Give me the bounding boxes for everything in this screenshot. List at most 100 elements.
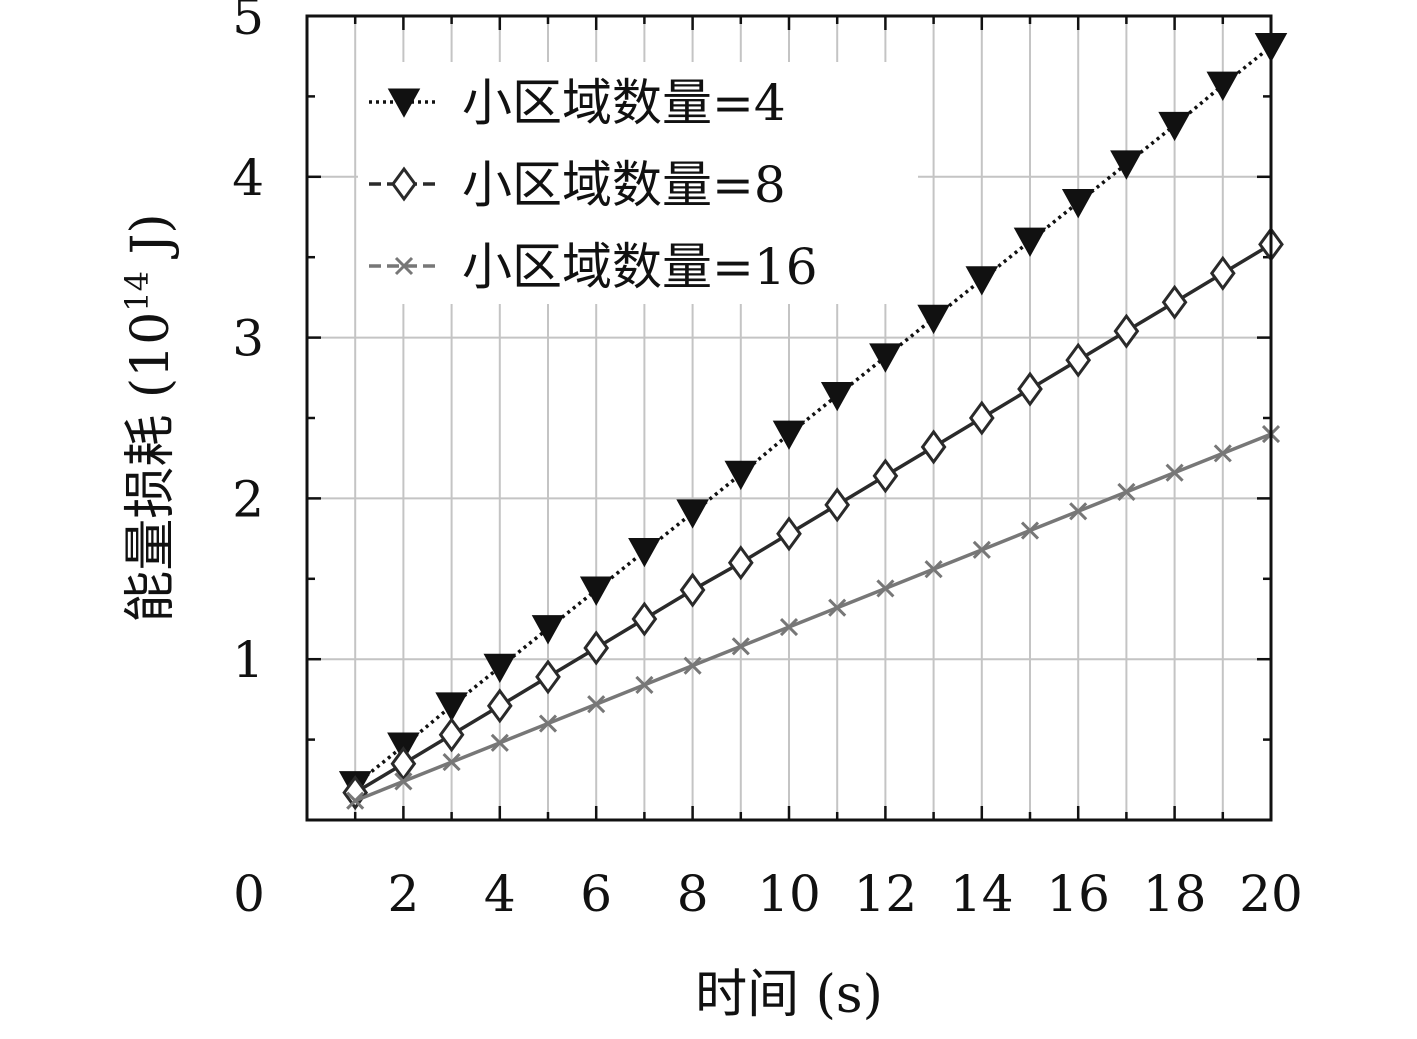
legend-label: 小区域数量=8	[462, 156, 786, 214]
data-point-stroke	[924, 560, 943, 579]
y-tick-label: 3	[232, 310, 264, 368]
data-point	[1065, 342, 1092, 378]
y-axis-title-exponent: 14	[118, 271, 156, 312]
y-axis-title: 能量损耗 (1014 J)	[118, 213, 181, 622]
data-point	[438, 717, 465, 753]
series-line	[354, 432, 1272, 803]
data-point-stroke	[1117, 482, 1136, 502]
series	[346, 425, 1281, 810]
x-tick-label: 2	[387, 865, 419, 923]
data-point	[538, 714, 558, 733]
data-point	[635, 675, 654, 694]
data-point	[920, 429, 947, 465]
data-point-stroke	[1213, 444, 1232, 463]
data-point	[1017, 371, 1043, 407]
x-axis-title: 时间 (s)	[695, 965, 883, 1025]
x-tick-label: 12	[854, 865, 918, 923]
data-point	[779, 617, 799, 637]
y-tick-label: 4	[232, 149, 264, 207]
x-tick-label: 14	[950, 865, 1014, 923]
data-point	[924, 560, 943, 579]
data-point	[820, 381, 854, 412]
data-point	[631, 601, 658, 637]
legend-item: 小区域数量=16	[369, 238, 818, 296]
data-point-stroke	[779, 617, 799, 637]
plot-frame	[305, 14, 1273, 822]
data-point-stroke	[731, 637, 750, 656]
data-point-stroke	[635, 675, 654, 694]
data-point	[776, 516, 802, 552]
data-point	[394, 256, 414, 276]
y-axis-title-unit: J)	[121, 213, 181, 271]
data-point	[435, 692, 468, 722]
data-point-stroke	[538, 714, 558, 733]
legend-item: 小区域数量=4	[369, 74, 786, 132]
data-point	[1020, 521, 1040, 540]
data-point	[1206, 71, 1240, 101]
legend-background	[358, 62, 918, 304]
x-tick-labels: 0 2 4 6 8 10 12 14 16 18 20	[233, 865, 1303, 923]
y-axis-title-main: 能量损耗 (10	[121, 312, 181, 623]
data-point	[972, 540, 991, 559]
data-point-stroke	[346, 791, 365, 810]
data-point	[391, 166, 417, 202]
data-point	[442, 753, 461, 772]
data-point	[1161, 284, 1188, 320]
data-point	[1069, 502, 1088, 521]
x-tick-label: 18	[1143, 865, 1207, 923]
data-point	[587, 695, 606, 714]
data-point	[583, 630, 610, 666]
y-tick-labels: 1 2 3 4 5	[232, 0, 264, 689]
data-point-stroke	[1165, 463, 1184, 482]
series	[342, 226, 1284, 811]
data-point	[679, 572, 706, 608]
data-point-stroke	[828, 598, 847, 617]
data-point	[628, 537, 661, 568]
data-point	[579, 576, 613, 606]
data-point-stroke	[587, 695, 606, 714]
legend: 小区域数量=4 小区域数量=8 小区域数量=16	[358, 62, 918, 304]
data-point	[683, 656, 702, 675]
legend-item: 小区域数量=8	[369, 156, 786, 214]
data-point	[394, 772, 413, 791]
data-point-stroke	[683, 656, 702, 675]
data-point	[390, 746, 417, 782]
data-point	[869, 343, 902, 373]
data-point	[346, 791, 365, 810]
data-point	[1209, 255, 1236, 291]
data-point	[727, 545, 754, 581]
data-point	[828, 598, 847, 617]
data-point	[676, 499, 709, 529]
legend-label: 小区域数量=16	[462, 238, 818, 296]
data-point-stroke	[876, 579, 895, 598]
y-tick-label: 5	[232, 0, 264, 46]
data-point	[535, 659, 561, 695]
data-point	[483, 653, 517, 684]
x-tick-label: 0	[233, 865, 265, 923]
data-point-stroke	[490, 733, 509, 752]
data-point	[1113, 313, 1140, 349]
data-point	[872, 458, 899, 494]
data-point	[531, 615, 565, 645]
x-tick-label: 4	[484, 865, 516, 923]
y-tick-label: 2	[232, 470, 264, 528]
data-point	[1158, 111, 1191, 142]
data-point	[486, 688, 513, 724]
data-point	[724, 460, 758, 491]
data-point-stroke	[394, 256, 414, 276]
data-point	[1117, 482, 1136, 502]
data-point	[387, 88, 421, 118]
y-tick-label: 1	[232, 631, 264, 689]
data-point	[824, 487, 851, 523]
x-tick-label: 6	[580, 865, 612, 923]
x-tick-label: 16	[1046, 865, 1110, 923]
data-point-stroke	[972, 540, 991, 559]
x-tick-label: 8	[677, 865, 709, 923]
legend-label: 小区域数量=4	[462, 74, 786, 132]
data-point-stroke	[394, 772, 413, 791]
data-point	[1213, 444, 1232, 463]
data-point	[772, 420, 806, 450]
data-point	[490, 733, 509, 752]
data-point	[965, 266, 999, 296]
